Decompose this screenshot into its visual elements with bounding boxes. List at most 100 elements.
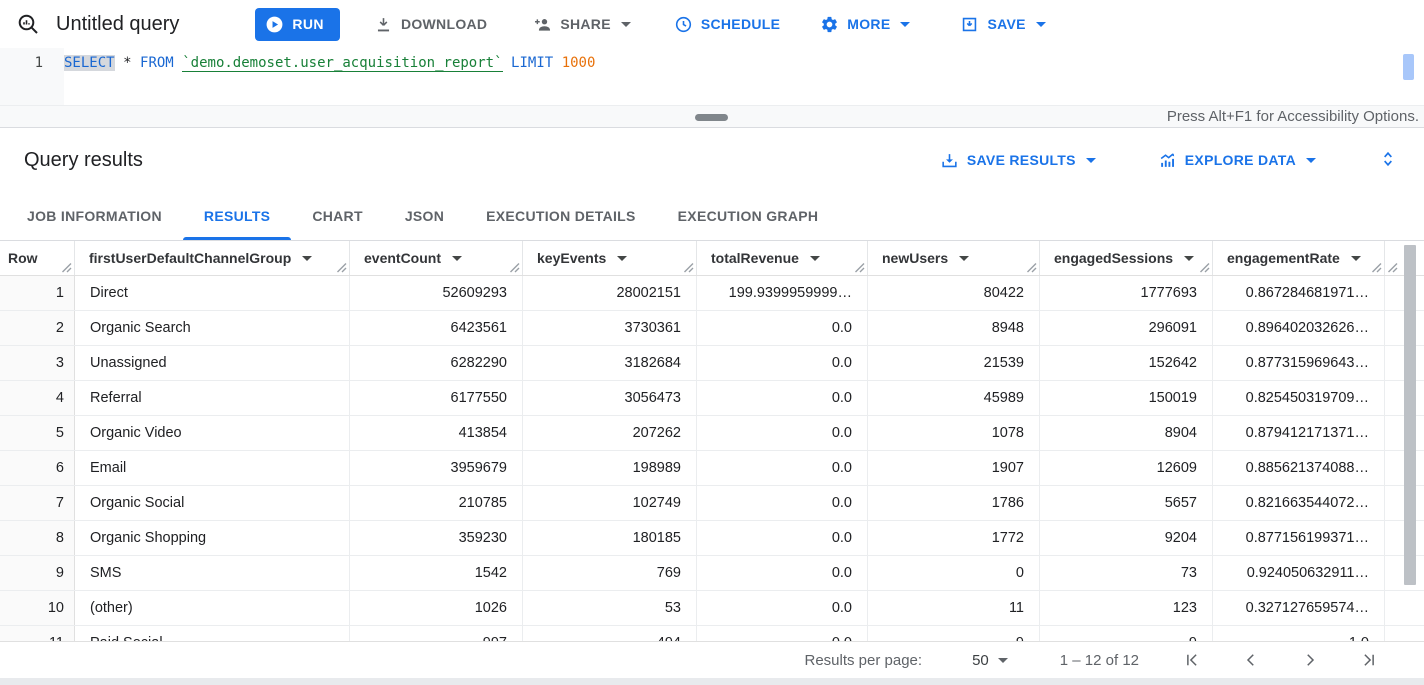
- column-resize-grip[interactable]: [336, 262, 347, 273]
- data-cell: Paid Social: [75, 626, 350, 641]
- data-cell: 494: [523, 626, 697, 641]
- column-resize-grip[interactable]: [1387, 262, 1398, 273]
- unfold-more-icon: [1378, 149, 1398, 169]
- column-menu-caret-icon[interactable]: [959, 256, 969, 261]
- table-header: RowfirstUserDefaultChannelGroup eventCoun…: [0, 241, 1424, 276]
- column-header-engagedsessions[interactable]: engagedSessions: [1040, 241, 1213, 275]
- column-menu-caret-icon[interactable]: [617, 256, 627, 261]
- row-number-cell: 6: [0, 451, 75, 485]
- tab-chart[interactable]: CHART: [291, 192, 384, 240]
- data-cell: 0.0: [697, 451, 868, 485]
- column-header-row[interactable]: Row: [0, 241, 75, 275]
- data-cell: 180185: [523, 521, 697, 555]
- tab-json[interactable]: JSON: [384, 192, 465, 240]
- sql-table-reference[interactable]: `demo.demoset.user_acquisition_report`: [182, 55, 502, 72]
- data-cell: 9: [868, 626, 1040, 641]
- gear-icon: [820, 15, 839, 34]
- data-cell: 296091: [1040, 311, 1213, 345]
- data-cell: (other): [75, 591, 350, 625]
- page-size-caret: [998, 658, 1008, 663]
- data-cell: 9204: [1040, 521, 1213, 555]
- data-cell: 21539: [868, 346, 1040, 380]
- data-cell: 199.9399959999…: [697, 276, 868, 310]
- tab-execution-details[interactable]: EXECUTION DETAILS: [465, 192, 657, 240]
- data-cell: 769: [523, 556, 697, 590]
- column-header-totalrevenue[interactable]: totalRevenue: [697, 241, 868, 275]
- explore-data-button[interactable]: EXPLORE DATA: [1158, 151, 1316, 170]
- download-button[interactable]: DOWNLOAD: [374, 15, 487, 34]
- column-header-eventcount[interactable]: eventCount: [350, 241, 523, 275]
- more-button[interactable]: MORE: [820, 15, 910, 34]
- data-cell: 28002151: [523, 276, 697, 310]
- data-cell: 1786: [868, 486, 1040, 520]
- tab-execution-graph[interactable]: EXECUTION GRAPH: [657, 192, 840, 240]
- row-number-cell: 2: [0, 311, 75, 345]
- column-resize-grip[interactable]: [683, 262, 694, 273]
- column-resize-grip[interactable]: [509, 262, 520, 273]
- column-resize-grip[interactable]: [1026, 262, 1037, 273]
- column-resize-grip[interactable]: [1199, 262, 1210, 273]
- table-scrollbar-thumb[interactable]: [1404, 245, 1416, 585]
- sql-code-line[interactable]: SELECT*FROM`demo.demoset.user_acquisitio…: [64, 48, 595, 105]
- data-cell: 1777693: [1040, 276, 1213, 310]
- data-cell: 1542: [350, 556, 523, 590]
- tabs: JOB INFORMATIONRESULTSCHARTJSONEXECUTION…: [0, 192, 1424, 241]
- page-size-select[interactable]: 50: [972, 652, 1008, 669]
- column-resize-grip[interactable]: [61, 262, 72, 273]
- sql-keyword-select: SELECT: [64, 55, 115, 71]
- column-resize-grip[interactable]: [1371, 262, 1382, 273]
- tab-job-information[interactable]: JOB INFORMATION: [6, 192, 183, 240]
- editor-scrollbar-thumb[interactable]: [1403, 54, 1414, 80]
- data-cell: 1026: [350, 591, 523, 625]
- splitter-drag-handle[interactable]: [695, 114, 728, 121]
- query-title: Untitled query: [56, 13, 179, 36]
- data-cell: 0.885621374088…: [1213, 451, 1385, 485]
- last-page-button[interactable]: [1360, 651, 1378, 669]
- previous-page-button[interactable]: [1242, 651, 1260, 669]
- sql-limit-value: 1000: [562, 55, 596, 71]
- data-cell: 1772: [868, 521, 1040, 555]
- explore-data-icon: [1158, 151, 1177, 170]
- sql-editor[interactable]: 1 SELECT*FROM`demo.demoset.user_acquisit…: [0, 48, 1424, 105]
- next-page-button[interactable]: [1301, 651, 1319, 669]
- data-cell: 8948: [868, 311, 1040, 345]
- column-header-engagementrate[interactable]: engagementRate: [1213, 241, 1385, 275]
- column-label: totalRevenue: [711, 250, 799, 266]
- data-cell: 9: [1040, 626, 1213, 641]
- column-header-newusers[interactable]: newUsers: [868, 241, 1040, 275]
- data-cell: Direct: [75, 276, 350, 310]
- save-results-button[interactable]: SAVE RESULTS: [940, 151, 1096, 170]
- tab-results[interactable]: RESULTS: [183, 192, 291, 240]
- column-menu-caret-icon[interactable]: [1184, 256, 1194, 261]
- first-page-button[interactable]: [1183, 651, 1201, 669]
- column-menu-caret-icon[interactable]: [1351, 256, 1361, 261]
- run-button[interactable]: RUN: [255, 8, 340, 41]
- chevron-left-icon: [1242, 651, 1260, 669]
- row-number-cell: 5: [0, 416, 75, 450]
- expand-panel-button[interactable]: [1378, 149, 1398, 172]
- data-cell: 6177550: [350, 381, 523, 415]
- column-menu-caret-icon[interactable]: [302, 256, 312, 261]
- data-cell: 5657: [1040, 486, 1213, 520]
- row-number-cell: 1: [0, 276, 75, 310]
- data-cell: 3959679: [350, 451, 523, 485]
- data-cell: 0.0: [697, 626, 868, 641]
- results-per-page-label: Results per page:: [805, 652, 923, 669]
- column-header-firstuserdefaultchannelgroup[interactable]: firstUserDefaultChannelGroup: [75, 241, 350, 275]
- row-stub-cell: [1385, 626, 1424, 641]
- share-button[interactable]: SHARE: [533, 15, 631, 34]
- table-row: 9SMS15427690.00730.924050632911…: [0, 556, 1424, 591]
- save-button[interactable]: SAVE: [960, 15, 1045, 34]
- column-label: engagementRate: [1227, 250, 1340, 266]
- data-cell: 1907: [868, 451, 1040, 485]
- column-resize-grip[interactable]: [854, 262, 865, 273]
- column-menu-caret-icon[interactable]: [810, 256, 820, 261]
- row-number-cell: 7: [0, 486, 75, 520]
- pagination-bar: Results per page: 50 1 – 12 of 12: [0, 641, 1424, 678]
- column-menu-caret-icon[interactable]: [452, 256, 462, 261]
- data-cell: 198989: [523, 451, 697, 485]
- person-add-icon: [533, 15, 552, 34]
- schedule-button[interactable]: SCHEDULE: [674, 15, 780, 34]
- column-header-keyevents[interactable]: keyEvents: [523, 241, 697, 275]
- column-label: eventCount: [364, 250, 441, 266]
